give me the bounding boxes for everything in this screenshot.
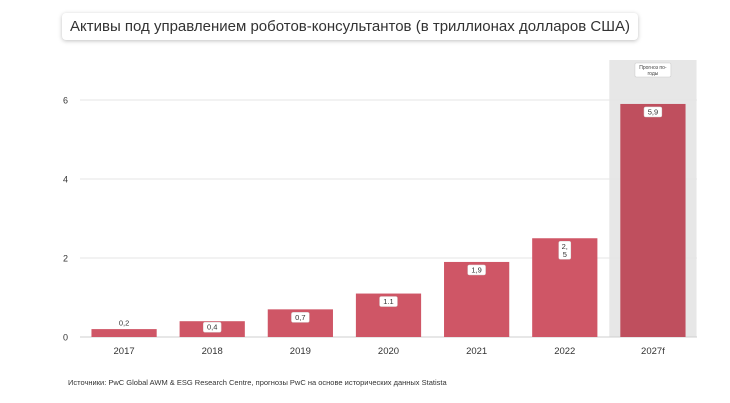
value-label-text: 5,9: [648, 107, 658, 116]
forecast-label-line: годы: [647, 71, 658, 77]
value-label-text: 1,9: [471, 265, 481, 274]
x-tick-label: 2018: [202, 346, 223, 357]
bar-2017: [91, 329, 157, 337]
value-label-box: [467, 264, 486, 276]
x-tick-label: 2017: [114, 346, 135, 357]
value-label-box: [203, 321, 222, 333]
chart-title: Активы под управлением роботов-консульта…: [62, 13, 638, 40]
bar-2027f: [620, 103, 686, 337]
value-label-text: 5: [563, 250, 567, 259]
x-tick-label: 2019: [290, 346, 311, 357]
x-tick-label: 2021: [466, 346, 487, 357]
value-label-2027f: 5,9: [643, 106, 663, 118]
y-tick-label: 4: [63, 175, 68, 185]
x-tick-label: 2020: [378, 346, 399, 357]
value-label-text: 0,4: [207, 323, 217, 332]
value-label-2020: 1.1: [379, 296, 398, 307]
value-label-text: 0,2: [119, 319, 129, 328]
y-tick-label: 0: [63, 333, 68, 343]
y-tick-label: 6: [63, 96, 68, 106]
value-label-2018: 0,4: [203, 321, 222, 333]
value-label-box: [558, 241, 572, 260]
x-tick-label: 2027f: [641, 346, 665, 357]
y-tick-label: 2: [63, 254, 68, 264]
x-tick-label: 2022: [554, 346, 575, 357]
value-label-2022: 2,5: [558, 241, 572, 260]
value-label-box: [643, 106, 663, 118]
value-label-2021: 1,9: [467, 264, 486, 276]
source-note: Источники: PwC Global AWM & ESG Research…: [68, 378, 447, 387]
value-label-2017: 0,2: [119, 319, 129, 328]
value-label-2019: 0,7: [291, 312, 310, 323]
value-label-text: 0,7: [295, 313, 305, 322]
forecast-label-line: Прогноз по-: [639, 65, 667, 71]
value-label-box: [291, 312, 310, 323]
value-label-box: [379, 296, 398, 307]
forecast-label-box: [634, 62, 672, 78]
forecast-label: Прогноз по-годы: [634, 62, 672, 78]
value-label-text: 2,: [562, 242, 568, 251]
value-label-text: 1.1: [383, 297, 393, 306]
